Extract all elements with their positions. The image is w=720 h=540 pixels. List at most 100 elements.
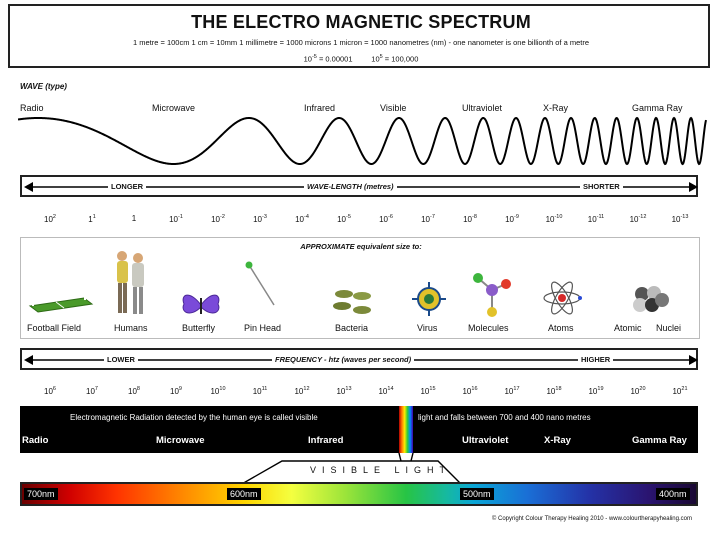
frequency-tick-exponent: 14 (387, 386, 394, 392)
wavelength-tick-exponent: -4 (304, 214, 309, 220)
frequency-tick-exponent: 9 (178, 386, 182, 392)
frequency-tick: 109 (170, 386, 182, 396)
humans-icon (117, 251, 144, 314)
nm-400: 400nm (656, 488, 690, 500)
size-label-butterfly: Butterfly (182, 323, 216, 333)
power-neg-base: 10 (303, 54, 312, 64)
size-label-bacteria: Bacteria (335, 323, 369, 333)
wavelength-tick-base: 10 (545, 215, 555, 224)
wavelength-tick-base: 10 (463, 215, 473, 224)
frequency-tick: 1016 (462, 386, 477, 396)
frequency-tick-base: 10 (44, 387, 53, 396)
wavelength-tick-exponent: -7 (430, 214, 435, 220)
wavelength-tick-base: 10 (253, 215, 263, 224)
wavelength-tick-base: 10 (587, 215, 597, 224)
visible-spectrum: 700nm 600nm 500nm 400nm (20, 482, 698, 506)
wavelength-tick-exponent: -10 (554, 214, 563, 220)
visible-note-left: Electromagnetic Radiation detected by th… (70, 413, 318, 422)
size-comparison-panel: APPROXIMATE equivalent size to: (20, 237, 700, 339)
visible-strip (399, 406, 413, 453)
wavelength-tick-base: 10 (211, 215, 221, 224)
power-pos-exp: 5 (379, 54, 383, 60)
frequency-tick: 1020 (630, 386, 645, 396)
frequency-tick-exponent: 18 (555, 386, 562, 392)
frequency-tick-base: 10 (128, 387, 137, 396)
wavelength-tick: 10-2 (211, 214, 225, 224)
frequency-tick: 1013 (336, 386, 351, 396)
power-neg-exp: -5 (311, 54, 317, 60)
title-box: THE ELECTRO MAGNETIC SPECTRUM 1 metre = … (8, 4, 710, 68)
wavelength-tick: 10-3 (253, 214, 267, 224)
frequency-tick-exponent: 10 (219, 386, 226, 392)
wavelength-tick-base: 10 (379, 215, 389, 224)
power-neg-value: = 0.00001 (318, 54, 353, 64)
wavelength-tick-exponent: 1 (92, 214, 96, 220)
wavelength-tick-exponent: -9 (514, 214, 519, 220)
frequency-title: FREQUENCY - htz (waves per second) (272, 355, 415, 364)
wavelength-tick-base: 10 (295, 215, 305, 224)
frequency-tick-base: 10 (252, 387, 262, 396)
wavelength-tick-base: 10 (169, 215, 179, 224)
wavelength-tick: 10-11 (588, 214, 604, 224)
wavelength-tick: 11 (88, 214, 96, 224)
wavelength-tick-exponent: 2 (52, 214, 56, 220)
size-label-atoms: Atoms (548, 323, 574, 333)
wave-label-infrared: Infrared (304, 103, 336, 113)
wavelength-tick: 102 (44, 214, 56, 224)
frequency-tick-base: 10 (672, 387, 682, 396)
wavelength-tick-base: 10 (505, 215, 515, 224)
wavelength-tick-exponent: -8 (472, 214, 477, 220)
frequency-tick-exponent: 7 (94, 386, 98, 392)
radiation-bar: Electromagnetic Radiation detected by th… (20, 406, 698, 453)
size-label-pin-head: Pin Head (244, 323, 282, 333)
frequency-tick-exponent: 21 (681, 386, 688, 392)
wavelength-tick: 10-7 (421, 214, 435, 224)
frequency-tick: 1014 (378, 386, 393, 396)
wavelength-tick-base: 10 (44, 215, 53, 224)
wavelength-tick: 1 (132, 214, 136, 223)
frequency-lower: LOWER (104, 355, 138, 364)
frequency-higher: HIGHER (578, 355, 614, 364)
unit-conversions: 1 metre = 100cm 1 cm = 10mm 1 millimetre… (132, 38, 590, 47)
frequency-tick: 1018 (546, 386, 561, 396)
power-examples: 10-5 = 0.00001 105 = 100,000 (10, 54, 712, 64)
frequency-tick-exponent: 12 (303, 386, 310, 392)
frequency-tick-base: 10 (210, 387, 220, 396)
frequency-tick-base: 10 (420, 387, 430, 396)
wavelength-tick: 10-12 (630, 214, 647, 224)
wavelength-tick-exponent: -2 (220, 214, 225, 220)
football-field-icon (28, 292, 94, 313)
wavelength-tick: 10-10 (546, 214, 563, 224)
wavelength-shorter: SHORTER (580, 182, 623, 191)
wavelength-tick: 10-13 (672, 214, 689, 224)
wavelength-tick-exponent: -5 (346, 214, 351, 220)
wave-illustration (18, 116, 707, 166)
frequency-band: LOWER FREQUENCY - htz (waves per second)… (20, 348, 698, 370)
wavelength-tick-exponent: -13 (680, 214, 689, 220)
frequency-tick: 1010 (210, 386, 225, 396)
frequency-tick-base: 10 (378, 387, 388, 396)
frequency-tick-exponent: 17 (513, 386, 520, 392)
frequency-tick: 1011 (253, 386, 268, 396)
size-heading: APPROXIMATE equivalent size to: (300, 242, 422, 251)
frequency-tick-exponent: 20 (639, 386, 646, 392)
frequency-tick: 1021 (672, 386, 687, 396)
frequency-tick: 1012 (294, 386, 309, 396)
frequency-tick-base: 10 (546, 387, 556, 396)
wave-label-radio: Radio (20, 103, 44, 113)
frequency-tick-base: 10 (336, 387, 346, 396)
wavelength-tick-base: 10 (629, 215, 639, 224)
page-title: THE ELECTRO MAGNETIC SPECTRUM (191, 12, 531, 32)
size-label-atomic: Atomic (614, 323, 642, 333)
virus-icon (412, 282, 446, 316)
wave-label-ultraviolet: Ultraviolet (462, 103, 503, 113)
wave-label-xray: X-Ray (543, 103, 569, 113)
wavelength-tick: 10-1 (169, 214, 183, 224)
size-label-virus: Virus (417, 323, 438, 333)
wave-type-heading: WAVE (type) (20, 82, 67, 91)
frequency-tick-exponent: 16 (471, 386, 478, 392)
frequency-tick-base: 10 (630, 387, 640, 396)
wavelength-tick: 10-4 (295, 214, 309, 224)
size-label-nuclei: Nuclei (656, 323, 682, 333)
atoms-icon (543, 281, 582, 315)
